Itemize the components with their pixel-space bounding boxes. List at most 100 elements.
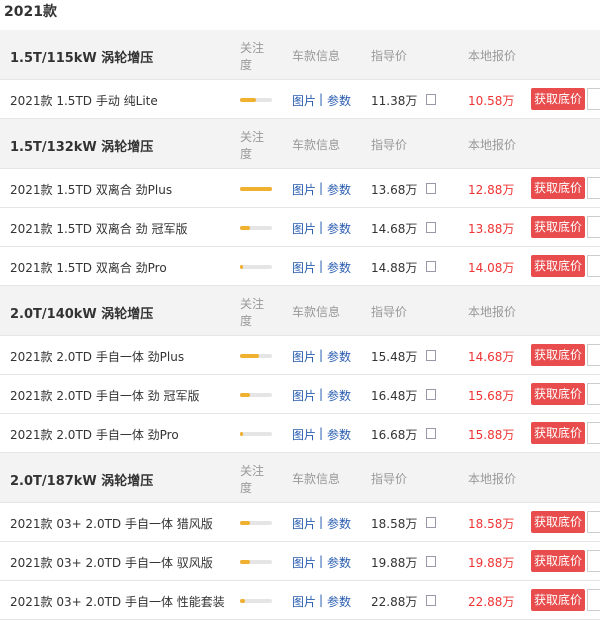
params-link[interactable]: 参数	[327, 517, 352, 531]
column-label: 指导价	[371, 49, 408, 63]
photo-link[interactable]: 图片	[292, 261, 317, 275]
photo-link[interactable]: 图片	[292, 222, 317, 236]
photo-link[interactable]: 图片	[292, 517, 317, 531]
attention-track	[240, 226, 272, 230]
group-name: 1.5T/115kW 涡轮增压	[10, 51, 154, 66]
column-label: 指导价	[371, 305, 408, 319]
get-price-button[interactable]: 获取底价	[531, 383, 585, 405]
model-row: 2021款 03+ 2.0TD 手自一体 性能套装 图片 | 参数 22.88万 22.8…	[0, 581, 600, 620]
calc-icon[interactable]	[426, 595, 436, 606]
get-price-button[interactable]: 获取底价	[531, 511, 585, 533]
model-name: 2021款 03+ 2.0TD 手自一体 驭风版	[10, 556, 213, 570]
params-link[interactable]: 参数	[327, 595, 352, 609]
compare-checkbox[interactable]	[587, 344, 600, 366]
model-name: 2021款 2.0TD 手自一体 劲 冠军版	[10, 389, 200, 403]
link-separator: |	[319, 92, 324, 106]
model-name: 2021款 1.5TD 双离合 劲 冠军版	[10, 222, 188, 236]
guide-price: 11.38万	[371, 94, 418, 108]
compare-checkbox[interactable]	[587, 255, 600, 277]
params-link[interactable]: 参数	[327, 94, 352, 108]
local-price: 12.88万	[468, 183, 515, 197]
attention-track	[240, 599, 272, 603]
photo-link[interactable]: 图片	[292, 94, 317, 108]
photo-link[interactable]: 图片	[292, 428, 317, 442]
column-label: 车款信息	[292, 49, 341, 63]
model-row: 2021款 2.0TD 手自一体 劲Plus 图片 | 参数 15.48万 14.68万 获…	[0, 336, 600, 375]
model-list: 1.5T/115kW 涡轮增压 关注度 车款信息 指导价 本地报价 2021款 1.5TD…	[0, 30, 600, 620]
params-link[interactable]: 参数	[327, 350, 352, 364]
local-price: 18.58万	[468, 517, 515, 531]
attention-track	[240, 265, 272, 269]
link-separator: |	[319, 515, 324, 529]
compare-checkbox[interactable]	[587, 422, 600, 444]
photo-link[interactable]: 图片	[292, 350, 317, 364]
column-label: 本地报价	[468, 305, 517, 319]
get-price-button[interactable]: 获取底价	[531, 550, 585, 572]
get-price-button[interactable]: 获取底价	[531, 344, 585, 366]
model-name: 2021款 03+ 2.0TD 手自一体 猎风版	[10, 517, 213, 531]
compare-checkbox[interactable]	[587, 177, 600, 199]
compare-checkbox[interactable]	[587, 589, 600, 611]
link-separator: |	[319, 593, 324, 607]
params-link[interactable]: 参数	[327, 222, 352, 236]
column-label: 车款信息	[292, 472, 341, 486]
local-price: 15.68万	[468, 389, 515, 403]
compare-checkbox[interactable]	[587, 550, 600, 572]
params-link[interactable]: 参数	[327, 556, 352, 570]
photo-link[interactable]: 图片	[292, 595, 317, 609]
model-name: 2021款 1.5TD 双离合 劲Plus	[10, 183, 173, 197]
link-separator: |	[319, 181, 324, 195]
link-separator: |	[319, 387, 324, 401]
calc-icon[interactable]	[426, 556, 436, 567]
column-label: 关注度	[240, 297, 265, 328]
column-label: 本地报价	[468, 472, 517, 486]
get-price-button[interactable]: 获取底价	[531, 589, 585, 611]
group-header: 1.5T/115kW 涡轮增压 关注度 车款信息 指导价 本地报价	[0, 30, 600, 80]
params-link[interactable]: 参数	[327, 428, 352, 442]
get-price-button[interactable]: 获取底价	[531, 422, 585, 444]
calc-icon[interactable]	[426, 94, 436, 105]
attention-track	[240, 521, 272, 525]
model-row: 2021款 1.5TD 手动 纯Lite 图片 | 参数 11.38万 10.58万 获取底…	[0, 80, 600, 119]
photo-link[interactable]: 图片	[292, 556, 317, 570]
calc-icon[interactable]	[426, 428, 436, 439]
attention-bar	[240, 393, 250, 397]
get-price-button[interactable]: 获取底价	[531, 88, 585, 110]
compare-checkbox[interactable]	[587, 511, 600, 533]
local-price: 13.88万	[468, 222, 515, 236]
model-row: 2021款 2.0TD 手自一体 劲Pro 图片 | 参数 16.68万 15.88万 获取…	[0, 414, 600, 453]
params-link[interactable]: 参数	[327, 261, 352, 275]
get-price-button[interactable]: 获取底价	[531, 177, 585, 199]
link-separator: |	[319, 259, 324, 273]
column-label: 指导价	[371, 472, 408, 486]
calc-icon[interactable]	[426, 517, 436, 528]
group-header: 1.5T/132kW 涡轮增压 关注度 车款信息 指导价 本地报价	[0, 119, 600, 169]
photo-link[interactable]: 图片	[292, 389, 317, 403]
guide-price: 14.88万	[371, 261, 418, 275]
column-label: 车款信息	[292, 138, 341, 152]
get-price-button[interactable]: 获取底价	[531, 255, 585, 277]
group-name: 1.5T/132kW 涡轮增压	[10, 140, 154, 155]
compare-checkbox[interactable]	[587, 383, 600, 405]
compare-checkbox[interactable]	[587, 216, 600, 238]
photo-link[interactable]: 图片	[292, 183, 317, 197]
model-row: 2021款 1.5TD 双离合 劲Plus 图片 | 参数 13.68万 12.88万 获取…	[0, 169, 600, 208]
compare-checkbox[interactable]	[587, 88, 600, 110]
params-link[interactable]: 参数	[327, 389, 352, 403]
local-price: 14.08万	[468, 261, 515, 275]
calc-icon[interactable]	[426, 183, 436, 194]
model-name: 2021款 2.0TD 手自一体 劲Pro	[10, 428, 179, 442]
get-price-button[interactable]: 获取底价	[531, 216, 585, 238]
calc-icon[interactable]	[426, 389, 436, 400]
guide-price: 19.88万	[371, 556, 418, 570]
calc-icon[interactable]	[426, 350, 436, 361]
column-label: 关注度	[240, 41, 265, 72]
calc-icon[interactable]	[426, 261, 436, 272]
attention-bar	[240, 560, 250, 564]
calc-icon[interactable]	[426, 222, 436, 233]
model-row: 2021款 2.0TD 手自一体 劲 冠军版 图片 | 参数 16.48万 15.68万 获…	[0, 375, 600, 414]
link-separator: |	[319, 426, 324, 440]
attention-track	[240, 98, 272, 102]
group-header: 2.0T/187kW 涡轮增压 关注度 车款信息 指导价 本地报价	[0, 453, 600, 503]
params-link[interactable]: 参数	[327, 183, 352, 197]
